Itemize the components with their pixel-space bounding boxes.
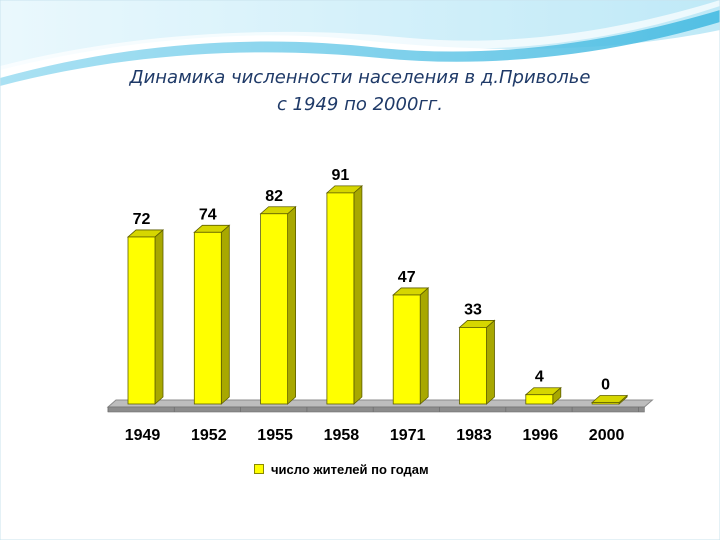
- data-label: 0: [601, 377, 610, 394]
- bar: [127, 236, 156, 405]
- x-tick-label: 1949: [125, 427, 161, 444]
- x-tick-label: 1971: [390, 427, 426, 444]
- slide-title-line2: с 1949 по 2000гг.: [276, 94, 444, 115]
- chart-legend: число жителей по годам: [236, 456, 488, 482]
- bar-side: [220, 224, 230, 405]
- data-label: 91: [332, 167, 350, 184]
- bar: [392, 294, 421, 405]
- chart-floor-front: [107, 406, 645, 413]
- x-tick-label: 1996: [523, 427, 559, 444]
- data-label: 72: [133, 211, 151, 228]
- bar-chart: 72 1949 74 1952 82 1955 91 1958 47 1971 33 1983 4 199…: [106, 167, 654, 444]
- bar: [260, 213, 289, 405]
- data-label: 74: [199, 206, 217, 223]
- bar-side: [287, 205, 297, 405]
- slide-title: Динамика численности населения в д.Приво…: [0, 64, 720, 118]
- bar-side: [486, 319, 495, 405]
- bar: [591, 402, 620, 405]
- chart-area: 72 1949 74 1952 82 1955 91 1958 47 1971 33 1983 4 199…: [82, 148, 682, 448]
- bar: [326, 192, 355, 405]
- legend-label: число жителей по годам: [271, 461, 429, 477]
- data-label: 33: [464, 301, 482, 318]
- data-label: 47: [398, 269, 416, 286]
- data-label: 82: [265, 188, 283, 205]
- chart-floor-top: [106, 399, 654, 408]
- x-tick-label: 1952: [191, 427, 227, 444]
- bar-side: [419, 287, 429, 405]
- x-tick-label: 2000: [589, 427, 625, 444]
- bar: [459, 327, 487, 405]
- bar-side: [154, 229, 164, 405]
- bar: [193, 231, 222, 405]
- x-tick-label: 1983: [456, 427, 492, 444]
- bar: [525, 394, 554, 405]
- slide-title-line1: Динамика численности населения в д.Приво…: [129, 67, 591, 88]
- x-tick-label: 1958: [324, 427, 360, 444]
- legend-swatch: [254, 464, 264, 474]
- x-tick-label: 1955: [257, 427, 293, 444]
- bar-side: [353, 184, 363, 405]
- data-label: 4: [535, 369, 544, 386]
